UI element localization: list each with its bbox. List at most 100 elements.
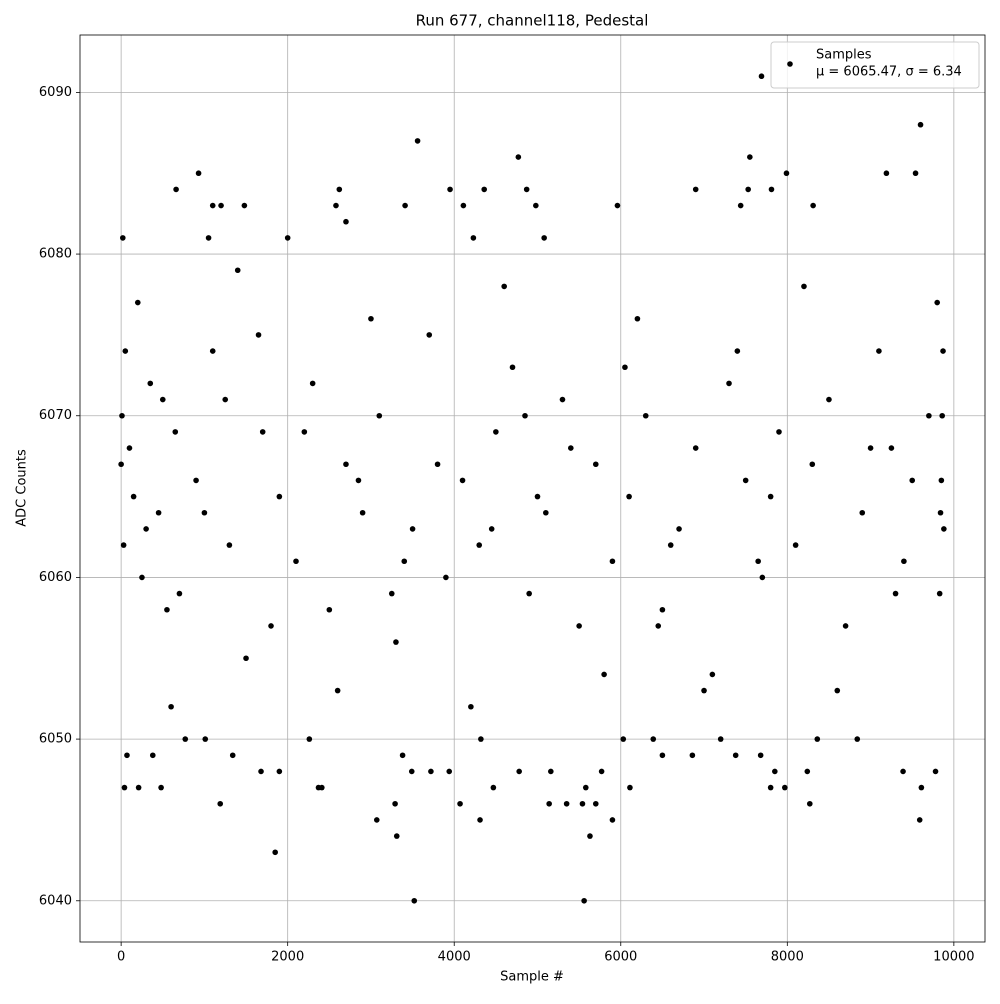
point xyxy=(490,784,497,791)
point xyxy=(195,170,202,177)
y-tick-label: 6050 xyxy=(39,732,72,747)
point xyxy=(592,800,599,807)
point xyxy=(876,348,882,354)
point xyxy=(709,671,716,678)
point xyxy=(758,73,765,80)
point xyxy=(734,348,741,354)
point xyxy=(916,817,923,823)
point xyxy=(826,396,832,403)
point xyxy=(399,752,406,759)
point xyxy=(368,315,374,322)
point xyxy=(119,412,125,419)
point xyxy=(732,752,739,759)
point xyxy=(493,429,499,435)
point xyxy=(222,396,229,403)
point xyxy=(408,768,415,775)
y-tick-label: 6090 xyxy=(39,85,72,100)
point xyxy=(411,897,418,904)
legend-note: μ = 6065.47, σ = 6.34 xyxy=(816,65,962,80)
point xyxy=(301,429,308,435)
point xyxy=(523,186,530,193)
point xyxy=(659,606,666,613)
point xyxy=(767,784,774,791)
point xyxy=(936,590,943,597)
point xyxy=(692,445,699,451)
x-axis-label: Sample # xyxy=(500,970,564,985)
point xyxy=(392,800,398,807)
point xyxy=(579,800,586,807)
legend-marker xyxy=(787,61,793,67)
point xyxy=(476,542,483,548)
point xyxy=(737,202,744,209)
point xyxy=(804,768,811,775)
point xyxy=(900,768,906,775)
point xyxy=(801,283,807,290)
point xyxy=(546,800,552,807)
point xyxy=(522,412,528,419)
point xyxy=(767,493,774,500)
point xyxy=(149,752,156,759)
point xyxy=(172,429,179,435)
point xyxy=(434,461,441,468)
point xyxy=(355,477,362,484)
point xyxy=(446,768,453,775)
point xyxy=(343,461,349,468)
point xyxy=(650,736,657,742)
y-axis-label: ADC Counts xyxy=(15,449,30,527)
chart-title: Run 677, channel118, Pedestal xyxy=(416,12,649,30)
point xyxy=(692,186,699,193)
point xyxy=(941,526,947,532)
point xyxy=(126,445,133,451)
point xyxy=(376,412,383,419)
point xyxy=(576,623,582,629)
point xyxy=(932,768,939,775)
point xyxy=(601,671,607,678)
point xyxy=(193,477,199,484)
point xyxy=(516,768,522,775)
point xyxy=(202,736,209,742)
point xyxy=(168,703,174,710)
point xyxy=(912,170,919,177)
point xyxy=(783,170,790,177)
x-tick-label: 8000 xyxy=(771,950,804,965)
point xyxy=(655,623,662,629)
point xyxy=(598,768,605,775)
point xyxy=(742,477,749,484)
point xyxy=(810,202,816,209)
point xyxy=(393,833,400,839)
point xyxy=(326,606,333,613)
point xyxy=(568,445,574,451)
point xyxy=(276,493,283,500)
point xyxy=(757,752,764,759)
plot-area: 0 2000 4000 6000 8000 10000 6040 6050 6060 6070 60… xyxy=(39,35,985,965)
point xyxy=(792,542,799,548)
point xyxy=(622,364,628,371)
point xyxy=(515,154,522,160)
point xyxy=(255,332,262,338)
point xyxy=(892,590,899,597)
point xyxy=(806,800,813,807)
point xyxy=(134,299,141,306)
point xyxy=(909,477,916,484)
point xyxy=(626,493,632,500)
point xyxy=(587,833,593,839)
x-tick-label: 10000 xyxy=(933,950,974,965)
point xyxy=(938,477,945,484)
point xyxy=(592,461,599,468)
point xyxy=(759,574,766,581)
point xyxy=(772,768,778,775)
point xyxy=(460,202,467,209)
point xyxy=(306,736,313,742)
point xyxy=(620,736,627,742)
point xyxy=(926,412,932,419)
point xyxy=(158,784,164,791)
point xyxy=(343,218,349,225)
point xyxy=(447,186,453,193)
point xyxy=(293,558,299,565)
point xyxy=(939,412,945,419)
point xyxy=(609,817,616,823)
point xyxy=(917,121,924,128)
point xyxy=(533,202,539,209)
point xyxy=(457,800,463,807)
point xyxy=(259,429,266,435)
